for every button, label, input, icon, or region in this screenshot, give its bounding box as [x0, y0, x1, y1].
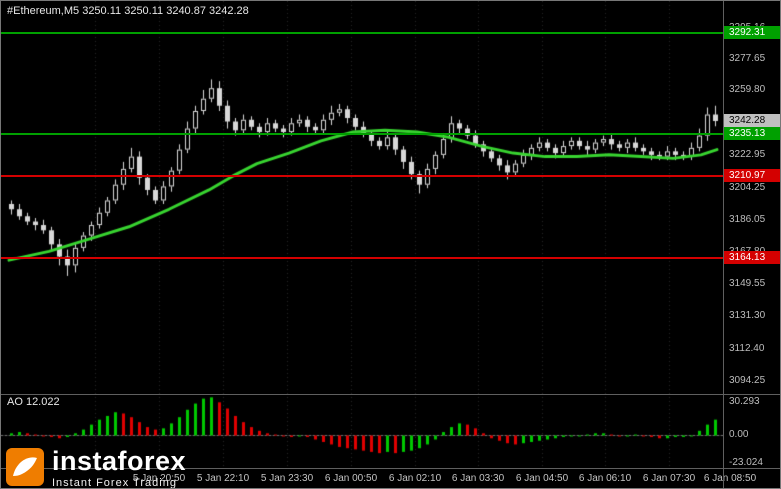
- ao-axis-label: -23.024: [729, 457, 763, 469]
- support-line-lower[interactable]: [1, 257, 723, 260]
- resistance-price-badge: 3292.31: [724, 26, 780, 40]
- support-line-upper[interactable]: [1, 174, 723, 177]
- price-axis-label: 3094.25: [729, 374, 766, 386]
- panel-splitter[interactable]: [1, 394, 780, 395]
- watermark-brand: instaforex: [52, 446, 187, 476]
- symbol-ohlc-info: #Ethereum,M5 3250.11 3250.11 3240.87 324…: [7, 5, 249, 17]
- price-axis-label: 3259.80: [729, 84, 766, 96]
- watermark-tagline: Instant Forex Trading: [52, 477, 177, 489]
- time-axis-label: 5 Jan 20:50: [132, 473, 186, 484]
- time-axis-label: 6 Jan 02:10: [388, 473, 442, 484]
- ao-axis-label: 0.00: [729, 428, 749, 440]
- support-price-badge: 3164.13: [724, 251, 780, 265]
- time-axis-label: 6 Jan 07:30: [642, 473, 696, 484]
- time-axis-label: 6 Jan 00:50: [324, 473, 378, 484]
- price-axis-label: 3149.55: [729, 277, 766, 289]
- price-axis-label: 3204.25: [729, 181, 766, 193]
- time-axis-label: 6 Jan 04:50: [515, 473, 569, 484]
- resistance-line-lower[interactable]: [1, 132, 723, 135]
- resistance-line-upper[interactable]: [1, 32, 723, 35]
- time-axis-label: 6 Jan 08:50: [703, 473, 757, 484]
- price-axis-label: 3186.05: [729, 213, 766, 225]
- time-axis-label: 5 Jan 23:30: [260, 473, 314, 484]
- axis-separator: [1, 468, 780, 469]
- resistance-price-badge: 3235.13: [724, 126, 780, 140]
- price-axis-label: 3222.95: [729, 148, 766, 160]
- ao-indicator-label: AO 12.022: [7, 396, 60, 408]
- time-axis[interactable]: 5 Jan 20:50 5 Jan 22:10 5 Jan 23:30 6 Ja…: [1, 469, 780, 488]
- instaforex-logo-icon: [6, 448, 44, 486]
- support-price-badge: 3210.97: [724, 168, 780, 182]
- time-axis-label: 6 Jan 03:30: [451, 473, 505, 484]
- time-axis-label: 5 Jan 22:10: [196, 473, 250, 484]
- price-axis-label: 3277.65: [729, 52, 766, 64]
- price-axis-label: 3131.30: [729, 309, 766, 321]
- ao-axis-label: 30.293: [729, 396, 760, 407]
- time-axis-label: 6 Jan 06:10: [578, 473, 632, 484]
- price-axis[interactable]: 3295.16 3277.65 3259.80 3222.95 3204.25 …: [723, 1, 780, 488]
- instaforex-watermark: instaforex Instant Forex Trading: [6, 448, 186, 489]
- price-axis-label: 3112.40: [729, 342, 765, 354]
- current-price-badge: 3242.28: [724, 114, 780, 128]
- watermark-text: instaforex Instant Forex Trading: [52, 448, 186, 489]
- price-chart-canvas[interactable]: [1, 1, 723, 469]
